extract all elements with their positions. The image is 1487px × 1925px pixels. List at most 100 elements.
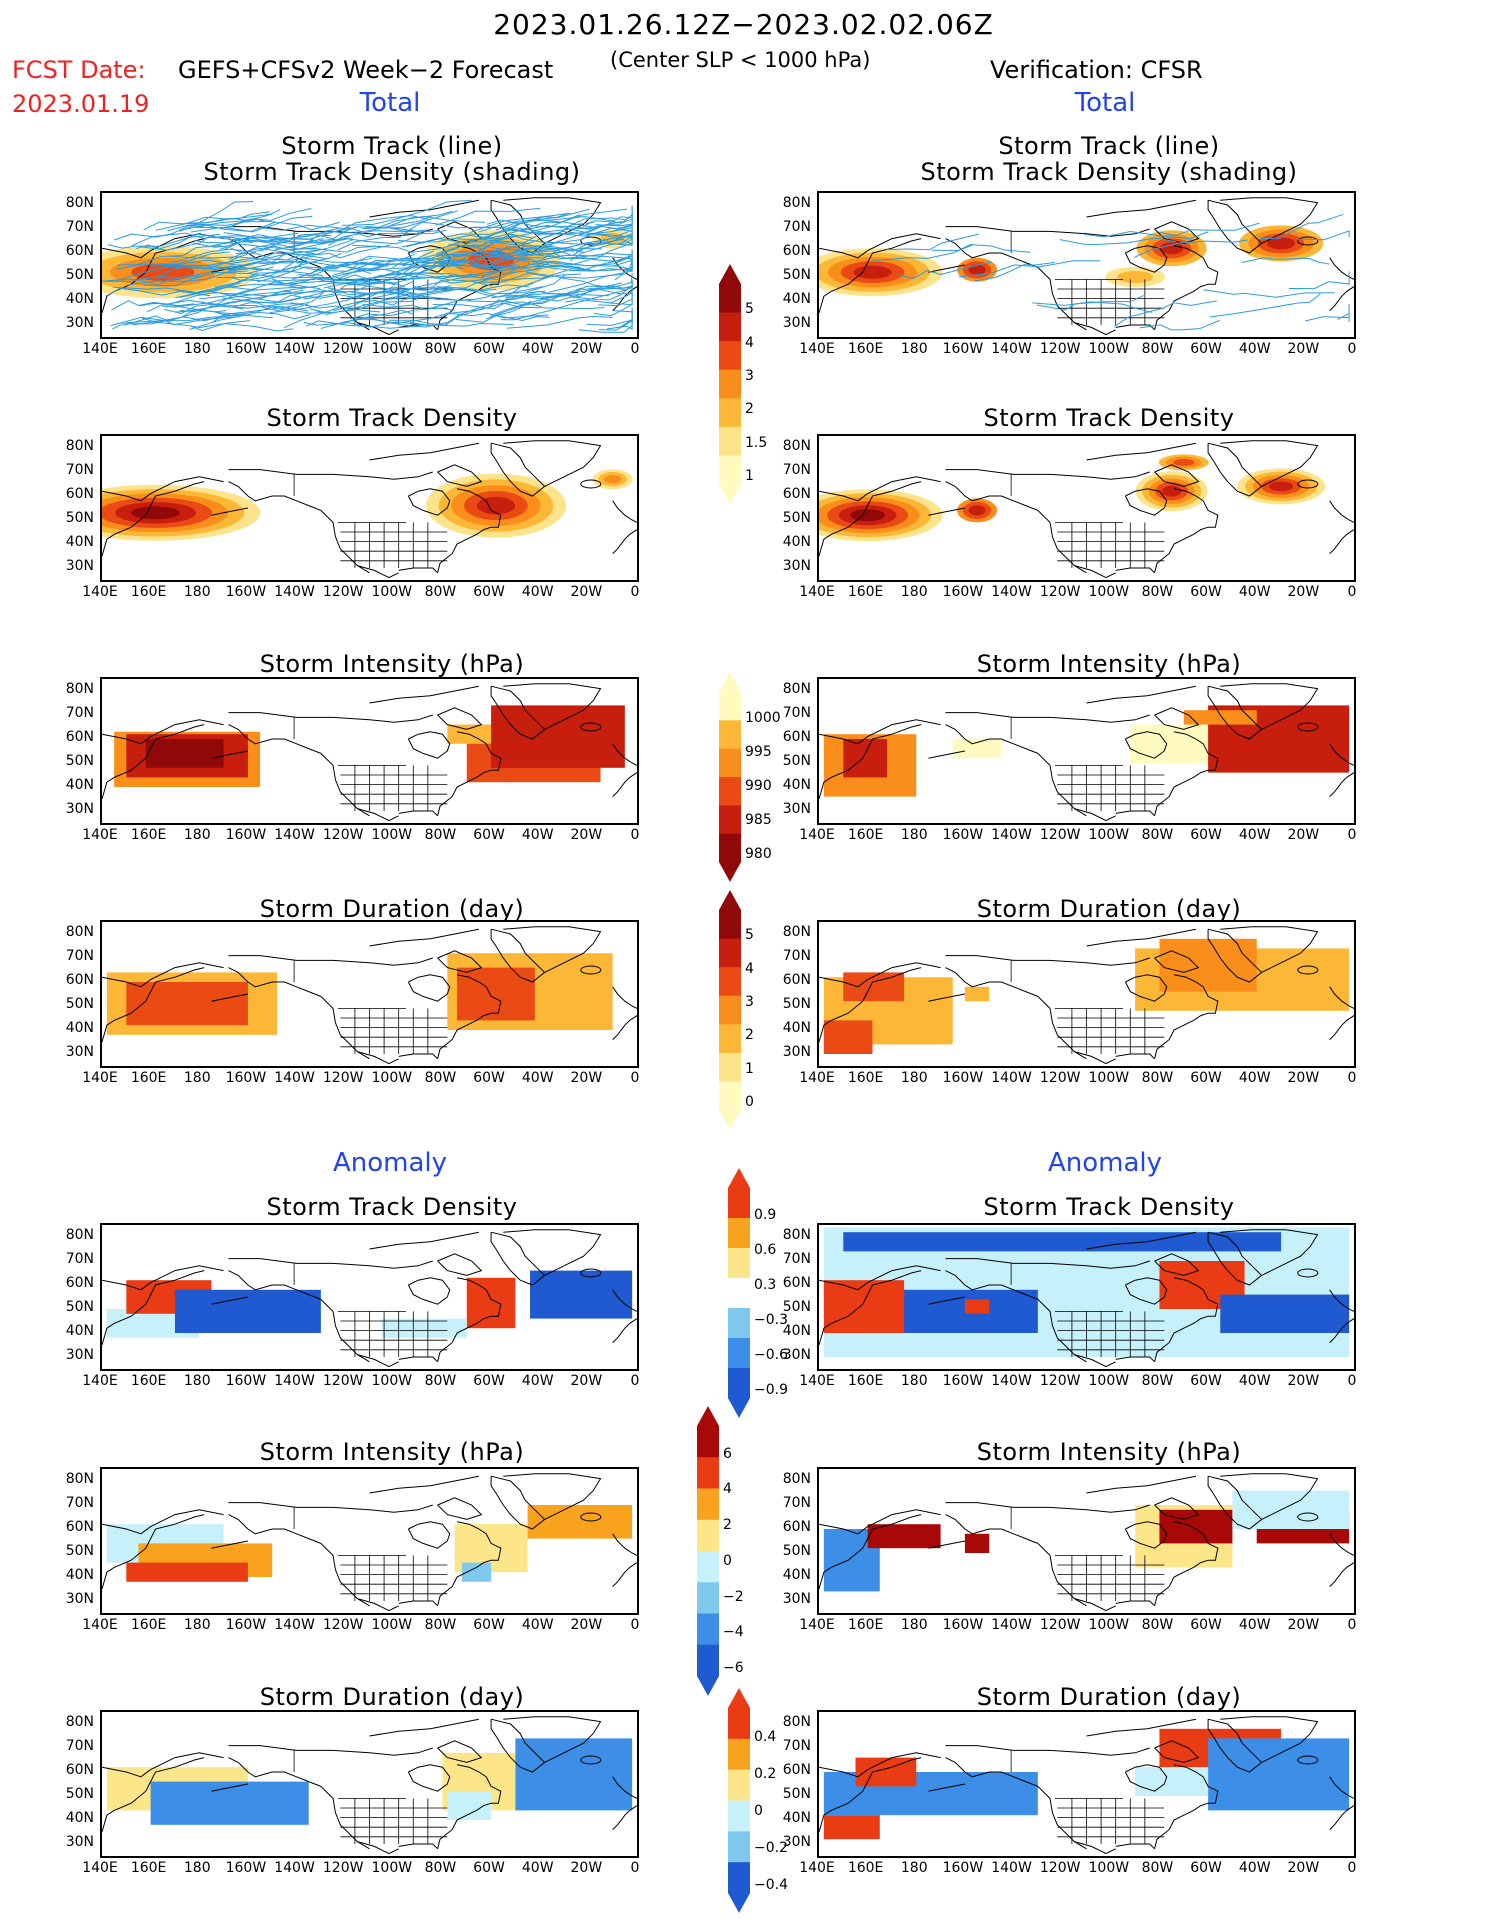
- lon-label: 180: [183, 1373, 211, 1389]
- colorbar-swatch: [719, 938, 741, 968]
- section-total-right: Total: [1074, 88, 1136, 118]
- colorbar-swatch: [719, 1052, 741, 1082]
- colorbar-swatch: [719, 1024, 741, 1054]
- lat-label: 60N: [782, 1275, 811, 1291]
- lat-label: 50N: [782, 510, 811, 526]
- lat-label: 40N: [65, 777, 94, 793]
- colorbar-label: 2: [723, 1517, 732, 1534]
- lon-label: 80W: [424, 341, 457, 357]
- lon-label: 160E: [130, 1373, 167, 1389]
- colorbar-label: 2: [745, 401, 754, 418]
- colorbar-swatch: [728, 1708, 750, 1740]
- pacific-intensity-pos: [867, 1524, 941, 1549]
- lon-label: 180: [183, 584, 211, 600]
- coastline: [819, 440, 1354, 579]
- lon-label: 140W: [991, 1070, 1032, 1086]
- arctic-density-neg: [843, 1232, 1282, 1252]
- lat-label: 50N: [65, 267, 94, 283]
- lon-label: 180: [183, 1070, 211, 1086]
- colorbar-top-arrow: [728, 1688, 750, 1708]
- lat-label: 80N: [65, 681, 94, 697]
- canada-intensity: [1130, 724, 1209, 763]
- lon-label: 140E: [82, 827, 118, 843]
- lon-label: 80W: [424, 827, 457, 843]
- lat-label: 50N: [782, 1299, 811, 1315]
- colorbar-swatch: [719, 341, 741, 371]
- atlantic-density-neg: [1220, 1294, 1350, 1333]
- lat-label: 30N: [782, 1591, 811, 1607]
- lat-label: 30N: [65, 315, 94, 331]
- colorbar-label: 6: [723, 1445, 732, 1462]
- colorbar-label: 4: [745, 334, 754, 351]
- lon-label: 120W: [1039, 584, 1081, 600]
- map-panel-density-right: [817, 434, 1356, 582]
- alaska-intensity-pos: [964, 1533, 990, 1553]
- pacific-duration-neg: [150, 1781, 309, 1825]
- lat-label: 80N: [65, 1471, 94, 1487]
- lat-label: 60N: [65, 1762, 94, 1778]
- lon-label: 80W: [1141, 1373, 1174, 1389]
- coastline: [819, 1473, 1354, 1612]
- lat-label: 70N: [65, 1738, 94, 1754]
- lon-label: 20W: [570, 827, 603, 843]
- lat-label: 60N: [65, 972, 94, 988]
- lon-label: 100W: [1088, 827, 1130, 843]
- lat-label: 50N: [782, 996, 811, 1012]
- lon-label: 140E: [799, 1860, 835, 1876]
- colorbar-swatch: [719, 995, 741, 1025]
- atlantic-duration-neg: [1208, 1738, 1350, 1811]
- colorbar-swatch: [697, 1519, 719, 1552]
- lon-label: 20W: [1287, 1070, 1320, 1086]
- lon-label: 140W: [991, 1373, 1032, 1389]
- colorbar-label: 5: [745, 927, 754, 944]
- colorbar-swatch: [728, 1248, 750, 1279]
- lon-label: 100W: [371, 827, 413, 843]
- lat-label: 30N: [782, 558, 811, 574]
- colorbar-swatch: [697, 1488, 719, 1521]
- lat-label: 30N: [65, 1044, 94, 1060]
- colorbar-label: 1: [745, 468, 754, 484]
- colorbar-label: 0: [723, 1552, 732, 1569]
- lat-label: 60N: [782, 243, 811, 259]
- lon-label: 140E: [82, 1860, 118, 1876]
- lon-label: 120W: [1039, 827, 1081, 843]
- hudson-density: [1135, 471, 1208, 512]
- lon-label: 60W: [1190, 1617, 1222, 1633]
- colorbar-top-arrow: [728, 1168, 750, 1188]
- lat-label: 50N: [65, 1543, 94, 1559]
- colorbar-label: 0.6: [754, 1242, 777, 1258]
- north-atlantic-density: [425, 473, 566, 538]
- colorbar-label: 4: [723, 1481, 732, 1498]
- lat-label: 80N: [65, 1227, 94, 1243]
- lon-label: 40W: [1238, 1617, 1271, 1633]
- lon-label: 120W: [1039, 1373, 1081, 1389]
- verification-title: Verification: CFSR: [990, 56, 1203, 84]
- lat-label: 70N: [65, 462, 94, 478]
- lat-label: 70N: [65, 219, 94, 235]
- colorbar-label: 995: [745, 744, 772, 760]
- lon-label: 140E: [799, 1070, 835, 1086]
- lat-label: 40N: [782, 1323, 811, 1339]
- lat-label: 60N: [65, 729, 94, 745]
- lat-label: 70N: [782, 219, 811, 235]
- colorbar-swatch: [697, 1551, 719, 1583]
- lat-label: 70N: [782, 1738, 811, 1754]
- colorbar-label: 1: [745, 1060, 754, 1077]
- title-intensity-anom-left: Storm Intensity (hPa): [259, 1438, 525, 1466]
- lon-label: 100W: [1088, 1860, 1130, 1876]
- colorbar-swatch: [719, 777, 741, 806]
- lat-label: 70N: [65, 705, 94, 721]
- coastline: [819, 926, 1354, 1065]
- lat-label: 70N: [65, 948, 94, 964]
- title-density-anom-right: Storm Track Density: [983, 1193, 1235, 1221]
- greenland-intensity: [1183, 710, 1257, 725]
- lon-label: 140E: [82, 1617, 118, 1633]
- lon-label: 0: [1347, 341, 1357, 357]
- colorbar-label: 4: [745, 960, 754, 977]
- colorbar-swatch: [719, 720, 741, 750]
- map-panel-density-anom-left: [100, 1223, 639, 1371]
- colorbar-swatch: [728, 1308, 750, 1339]
- lon-label: 140E: [799, 1373, 835, 1389]
- atlantic-intensity-pos: [527, 1505, 633, 1539]
- lat-label: 40N: [782, 777, 811, 793]
